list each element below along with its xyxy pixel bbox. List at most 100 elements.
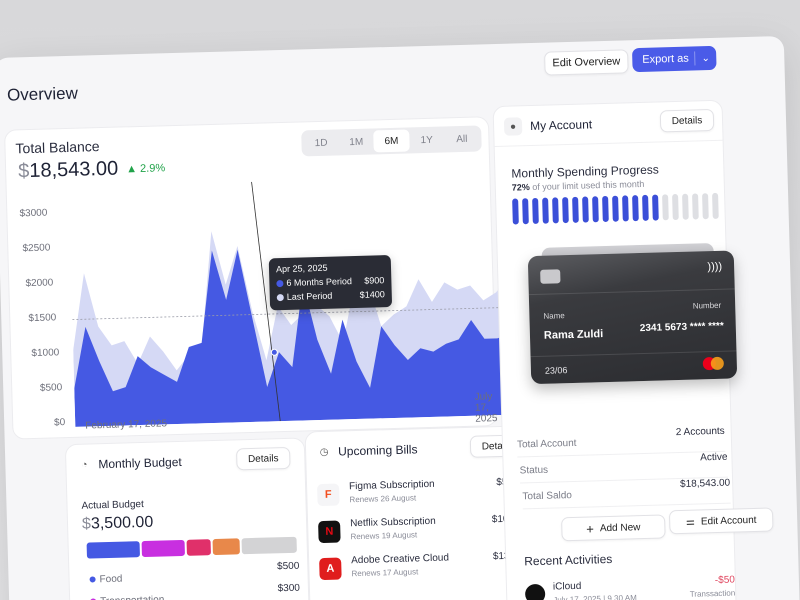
info-key: Total Saldo bbox=[522, 490, 573, 503]
range-option-all[interactable]: All bbox=[456, 133, 468, 145]
card-divider bbox=[530, 350, 737, 358]
contactless-icon: )))) bbox=[707, 260, 723, 274]
account-title: My Account bbox=[529, 117, 593, 134]
spending-progress-bars bbox=[512, 192, 719, 225]
budget-segment[interactable] bbox=[241, 536, 297, 555]
progress-bar-segment bbox=[512, 198, 519, 225]
topbar: Overview Edit Overview Export as ⌄ bbox=[0, 36, 785, 105]
series-current-area bbox=[74, 249, 526, 427]
chevron-down-icon[interactable]: ⌄ bbox=[701, 52, 711, 64]
info-value: $18,543.00 bbox=[679, 477, 731, 491]
edit-account-label: Edit Account bbox=[700, 514, 757, 527]
budget-segment-bar bbox=[86, 536, 297, 559]
add-new-label: Add New bbox=[599, 521, 641, 534]
activity-amount: -$50 bbox=[714, 574, 736, 587]
balance-delta-badge: ▲ 2.9% bbox=[125, 162, 166, 176]
legend-dot-icon bbox=[276, 280, 284, 288]
card-holder-name: Rama Zuldi bbox=[543, 328, 604, 342]
progress-bar-segment bbox=[602, 195, 609, 223]
legend-dot-icon bbox=[276, 294, 284, 302]
budget-segment[interactable] bbox=[141, 539, 185, 558]
range-option-1m[interactable]: 1M bbox=[349, 136, 364, 148]
page-title: Overview bbox=[6, 83, 79, 105]
progress-bar-segment bbox=[612, 195, 619, 222]
bill-renewal: Renews 26 August bbox=[349, 493, 417, 505]
budget-value: $300 bbox=[277, 582, 301, 595]
bills-title: Upcoming Bills bbox=[337, 442, 418, 459]
y-tick-label: $3000 bbox=[19, 207, 48, 220]
progress-bar-segment bbox=[692, 193, 699, 220]
spending-subtitle: 72% of your limit used this month bbox=[511, 178, 645, 193]
progress-bar-segment bbox=[672, 193, 679, 221]
recent-activities-title: Recent Activities bbox=[524, 551, 613, 569]
clock-icon: ◷ bbox=[319, 446, 329, 458]
budget-sub-label: Actual Budget bbox=[81, 498, 144, 512]
activity-item[interactable]: iCloud July 17, 2025 | 9.30 AM -$50 Transsa… bbox=[524, 574, 736, 600]
spending-title: Monthly Spending Progress bbox=[511, 162, 659, 181]
budget-header: ◔ Monthly Budget Details bbox=[66, 438, 304, 471]
range-option-1d[interactable]: 1D bbox=[314, 137, 328, 149]
budget-category: Food bbox=[99, 573, 123, 586]
info-key: Status bbox=[519, 464, 549, 477]
account-details-button[interactable]: Details bbox=[659, 108, 715, 133]
range-option-1y[interactable]: 1Y bbox=[420, 134, 433, 146]
progress-bar-segment bbox=[682, 193, 689, 220]
user-icon: ● bbox=[503, 117, 523, 136]
progress-bar-segment bbox=[562, 197, 569, 224]
mastercard-logo-icon bbox=[702, 356, 725, 372]
info-key: Total Account bbox=[516, 437, 577, 451]
edit-overview-button[interactable]: Edit Overview bbox=[544, 49, 629, 76]
legend-dot-icon bbox=[89, 576, 96, 583]
budget-legend-row: Transportation $300 bbox=[90, 583, 300, 600]
bill-item[interactable]: A Adobe Creative Cloud Renews 17 August $13… bbox=[319, 548, 530, 588]
sliders-icon: ⚌ bbox=[685, 516, 696, 528]
y-tick-label: $0 bbox=[53, 417, 66, 429]
dashboard-window: Overview Edit Overview Export as ⌄ ⌃ ⌃ T… bbox=[0, 35, 800, 600]
progress-bar-segment bbox=[702, 193, 709, 220]
account-header: ● My Account Details bbox=[493, 100, 723, 148]
progress-bar-segment bbox=[592, 196, 599, 223]
balance-area-chart[interactable] bbox=[69, 174, 526, 427]
budget-segment[interactable] bbox=[186, 539, 212, 556]
card-number-label: Number bbox=[692, 300, 722, 311]
hover-crosshair bbox=[251, 181, 281, 422]
tooltip-date: Apr 25, 2025 bbox=[275, 262, 328, 275]
budget-category: Transportation bbox=[100, 594, 164, 600]
progress-bar-segment bbox=[712, 192, 719, 219]
account-info-row: Total Saldo $18,543.00 bbox=[522, 477, 731, 510]
info-value: 2 Accounts bbox=[675, 425, 725, 439]
export-label: Export as bbox=[642, 52, 689, 66]
monthly-budget-card: ◔ Monthly Budget Details Actual Budget $… bbox=[64, 437, 311, 600]
tooltip-row-current: 6 Months Period $900 bbox=[276, 275, 384, 288]
card-name-label: Name bbox=[543, 311, 565, 321]
progress-bar-segment bbox=[632, 195, 639, 222]
chip-icon bbox=[540, 269, 561, 284]
credit-card[interactable]: )))) Name Number Rama Zuldi 2341 5673 **… bbox=[527, 250, 738, 385]
budget-details-button[interactable]: Details bbox=[235, 446, 291, 471]
figma-logo-icon: F bbox=[317, 483, 340, 507]
activity-type: Transsaction bbox=[689, 588, 736, 599]
progress-bar-segment bbox=[582, 196, 589, 223]
hover-point[interactable] bbox=[270, 348, 278, 356]
progress-bar-segment bbox=[572, 196, 579, 223]
pie-chart-icon: ◔ bbox=[81, 459, 88, 471]
bill-name: Netflix Subscription bbox=[349, 515, 436, 530]
progress-bar-segment bbox=[622, 195, 629, 222]
total-balance-card: Total Balance $18,543.00 ▲ 2.9% 1D 1M 6M 1Y… bbox=[4, 116, 526, 440]
progress-bar-segment bbox=[522, 198, 529, 225]
budget-legend-row: Food $500 bbox=[89, 561, 299, 586]
reference-line bbox=[72, 306, 523, 320]
bill-item[interactable]: N Netflix Subscription Renews 19 August $10… bbox=[318, 511, 529, 551]
range-option-6m[interactable]: 6M bbox=[373, 129, 410, 153]
progress-bar-segment bbox=[552, 197, 559, 224]
budget-segment[interactable] bbox=[212, 538, 240, 556]
add-new-button[interactable]: + Add New bbox=[561, 514, 666, 542]
activity-name: iCloud bbox=[552, 580, 582, 593]
edit-account-button[interactable]: ⚌ Edit Account bbox=[668, 507, 774, 535]
card-expiry: 23/06 bbox=[544, 365, 568, 376]
export-button[interactable]: Export as ⌄ bbox=[631, 45, 717, 73]
bill-name: Adobe Creative Cloud bbox=[351, 552, 450, 567]
my-account-card: ● My Account Details Monthly Spending Pr… bbox=[492, 99, 774, 600]
budget-segment[interactable] bbox=[86, 541, 141, 559]
